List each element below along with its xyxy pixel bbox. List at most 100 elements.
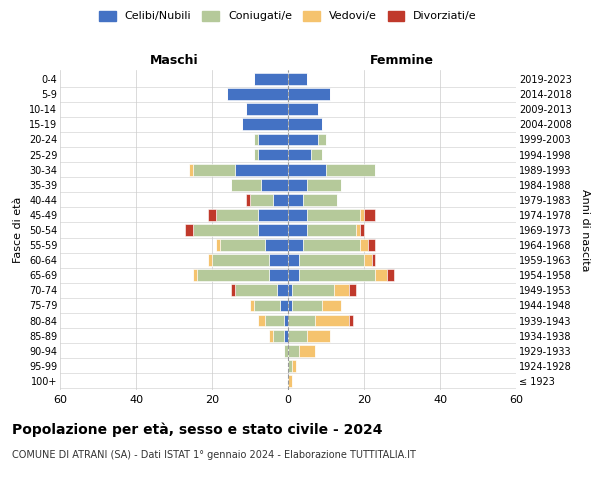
Bar [220, 239, 265, 251]
Bar [231, 179, 262, 190]
Bar [246, 194, 250, 205]
Y-axis label: Anni di nascita: Anni di nascita [580, 188, 590, 271]
Bar [288, 209, 307, 221]
Bar [216, 209, 257, 221]
Y-axis label: Fasce di età: Fasce di età [13, 197, 23, 263]
Bar [376, 270, 387, 281]
Bar [262, 179, 288, 190]
Bar [288, 179, 307, 190]
Bar [288, 148, 311, 160]
Bar [250, 300, 254, 312]
Bar [292, 300, 322, 312]
Bar [273, 330, 284, 342]
Bar [254, 148, 257, 160]
Bar [288, 73, 307, 85]
Bar [208, 209, 216, 221]
Bar [257, 314, 265, 326]
Bar [273, 194, 288, 205]
Bar [364, 254, 371, 266]
Bar [235, 164, 288, 175]
Bar [288, 360, 292, 372]
Bar [288, 314, 314, 326]
Bar [288, 224, 307, 236]
Bar [387, 270, 394, 281]
Bar [189, 164, 193, 175]
Bar [307, 209, 360, 221]
Bar [349, 284, 356, 296]
Bar [257, 148, 288, 160]
Bar [193, 270, 197, 281]
Bar [208, 254, 212, 266]
Bar [235, 284, 277, 296]
Bar [292, 284, 334, 296]
Bar [288, 134, 319, 145]
Bar [265, 239, 288, 251]
Bar [227, 88, 288, 100]
Bar [368, 239, 376, 251]
Bar [288, 164, 326, 175]
Bar [284, 345, 288, 356]
Bar [284, 314, 288, 326]
Bar [288, 284, 292, 296]
Bar [193, 164, 235, 175]
Bar [349, 314, 353, 326]
Bar [307, 330, 330, 342]
Bar [257, 134, 288, 145]
Bar [288, 330, 307, 342]
Bar [231, 284, 235, 296]
Bar [326, 164, 376, 175]
Bar [288, 375, 292, 387]
Bar [299, 270, 376, 281]
Bar [212, 254, 269, 266]
Bar [269, 270, 288, 281]
Bar [303, 194, 337, 205]
Bar [269, 330, 273, 342]
Bar [288, 88, 330, 100]
Bar [299, 254, 364, 266]
Text: Popolazione per età, sesso e stato civile - 2024: Popolazione per età, sesso e stato civil… [12, 422, 383, 437]
Bar [356, 224, 360, 236]
Bar [307, 224, 356, 236]
Legend: Celibi/Nubili, Coniugati/e, Vedovi/e, Divorziati/e: Celibi/Nubili, Coniugati/e, Vedovi/e, Di… [99, 10, 477, 22]
Bar [284, 330, 288, 342]
Bar [254, 134, 257, 145]
Bar [360, 209, 364, 221]
Bar [288, 254, 299, 266]
Bar [254, 300, 280, 312]
Bar [280, 300, 288, 312]
Bar [288, 300, 292, 312]
Bar [254, 73, 288, 85]
Bar [257, 209, 288, 221]
Bar [257, 224, 288, 236]
Bar [319, 134, 326, 145]
Bar [288, 345, 299, 356]
Bar [334, 284, 349, 296]
Bar [265, 314, 284, 326]
Bar [288, 270, 299, 281]
Bar [246, 104, 288, 115]
Bar [299, 345, 314, 356]
Bar [288, 118, 322, 130]
Bar [314, 314, 349, 326]
Bar [292, 360, 296, 372]
Text: Femmine: Femmine [370, 54, 434, 67]
Bar [277, 284, 288, 296]
Bar [371, 254, 376, 266]
Bar [242, 118, 288, 130]
Text: Maschi: Maschi [149, 54, 199, 67]
Bar [269, 254, 288, 266]
Bar [288, 239, 303, 251]
Bar [360, 239, 368, 251]
Bar [197, 270, 269, 281]
Bar [185, 224, 193, 236]
Bar [193, 224, 257, 236]
Bar [311, 148, 322, 160]
Bar [364, 209, 376, 221]
Bar [322, 300, 341, 312]
Bar [288, 194, 303, 205]
Bar [216, 239, 220, 251]
Text: COMUNE DI ATRANI (SA) - Dati ISTAT 1° gennaio 2024 - Elaborazione TUTTITALIA.IT: COMUNE DI ATRANI (SA) - Dati ISTAT 1° ge… [12, 450, 416, 460]
Bar [250, 194, 273, 205]
Bar [288, 104, 319, 115]
Bar [360, 224, 364, 236]
